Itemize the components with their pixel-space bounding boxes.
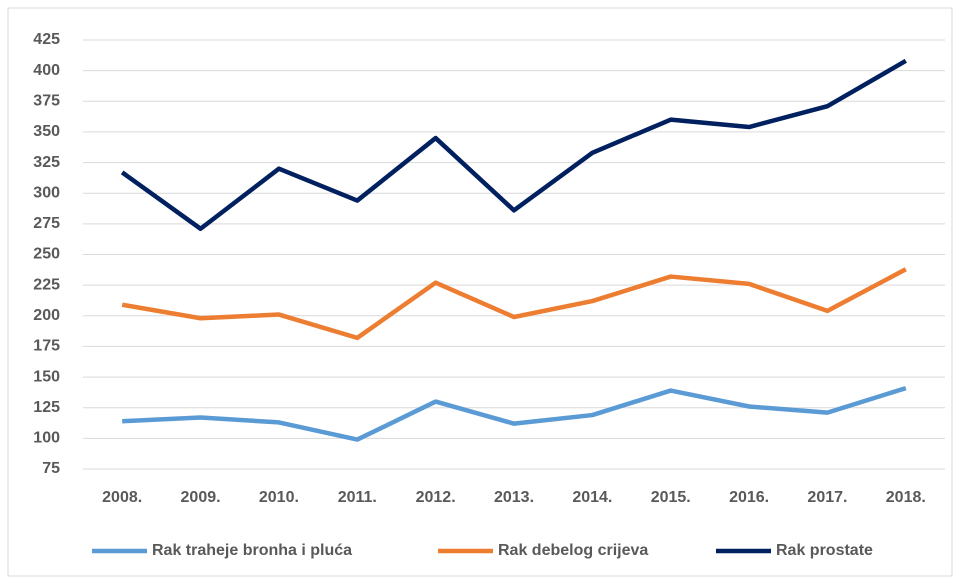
y-tick-label: 425 (33, 31, 60, 48)
x-tick-label: 2016. (729, 489, 769, 506)
y-tick-label: 275 (33, 215, 60, 232)
x-tick-label: 2014. (572, 489, 612, 506)
legend-label: Rak traheje bronha i pluća (152, 542, 352, 559)
y-tick-label: 300 (33, 184, 60, 201)
legend-label: Rak prostate (776, 542, 873, 559)
y-tick-label: 175 (33, 338, 60, 355)
y-tick-label: 375 (33, 93, 60, 110)
series-line (122, 385, 907, 442)
y-tick-label: 350 (33, 123, 60, 140)
x-tick-label: 2018. (886, 489, 926, 506)
x-tick-label: 2008. (102, 489, 142, 506)
x-tick-label: 2010. (259, 489, 299, 506)
x-tick-label: 2011. (338, 489, 377, 506)
series-line (120, 58, 907, 232)
x-tick-label: 2009. (181, 489, 221, 506)
y-tick-label: 100 (33, 430, 60, 447)
x-tick-label: 2017. (807, 489, 847, 506)
y-tick-label: 75 (42, 460, 60, 477)
y-tick-label: 200 (33, 307, 60, 324)
y-tick-label: 125 (33, 399, 60, 416)
x-tick-label: 2013. (494, 489, 534, 506)
legend-label: Rak debelog crijeva (498, 542, 648, 559)
y-tick-label: 225 (33, 276, 60, 293)
chart-border (7, 7, 953, 577)
y-tick-label: 400 (33, 62, 60, 79)
x-tick-label: 2012. (416, 489, 456, 506)
y-tick-label: 250 (33, 246, 60, 263)
y-tick-label: 150 (33, 368, 60, 385)
series-line (121, 267, 907, 341)
y-tick-label: 325 (33, 154, 60, 171)
x-tick-label: 2015. (651, 489, 691, 506)
